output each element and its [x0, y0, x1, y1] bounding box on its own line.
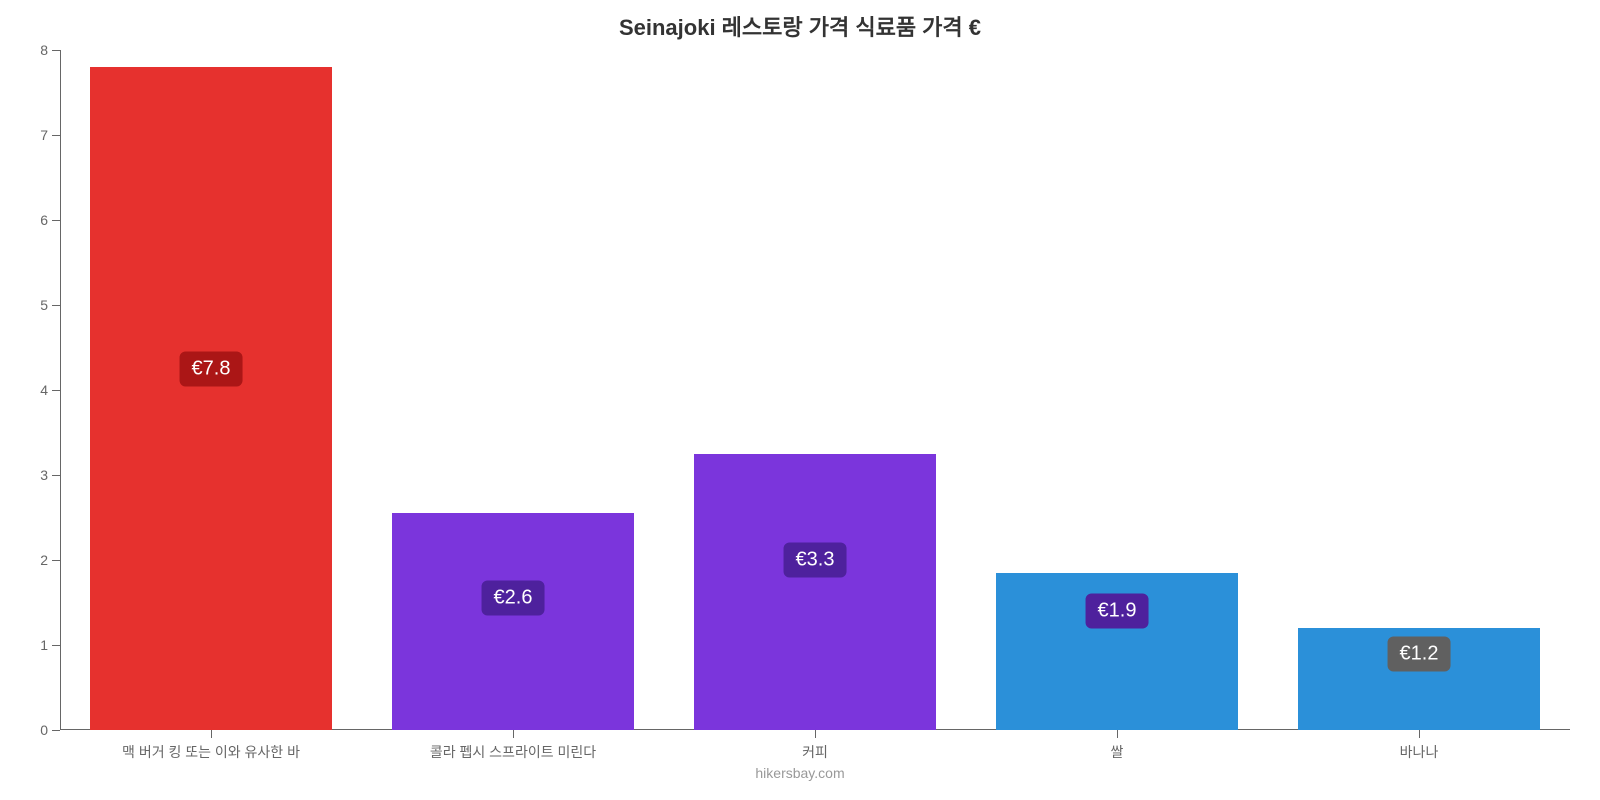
source-label: hikersbay.com [0, 765, 1600, 781]
x-tick [815, 730, 816, 738]
value-label: €1.9 [1086, 594, 1149, 629]
x-tick [1419, 730, 1420, 738]
y-tick-label: 1 [40, 637, 48, 653]
y-tick-label: 2 [40, 552, 48, 568]
y-axis [60, 50, 61, 730]
y-tick-label: 5 [40, 297, 48, 313]
value-label: €7.8 [180, 351, 243, 386]
y-tick-label: 4 [40, 382, 48, 398]
y-tick [52, 135, 60, 136]
y-tick [52, 730, 60, 731]
value-label: €1.2 [1388, 636, 1451, 671]
price-chart: Seinajoki 레스토랑 가격 식료품 가격 € 012345678맥 버거… [0, 0, 1600, 800]
y-tick-label: 3 [40, 467, 48, 483]
chart-title: Seinajoki 레스토랑 가격 식료품 가격 € [0, 10, 1600, 42]
x-tick [1117, 730, 1118, 738]
x-tick [211, 730, 212, 738]
bar [90, 67, 332, 730]
bar [694, 454, 936, 730]
x-tick-label: 커피 [802, 742, 828, 762]
y-tick-label: 7 [40, 127, 48, 143]
y-tick [52, 50, 60, 51]
plot-area: 012345678맥 버거 킹 또는 이와 유사한 바€7.8콜라 펩시 스프라… [60, 50, 1570, 730]
x-tick-label: 콜라 펩시 스프라이트 미린다 [430, 742, 596, 762]
y-tick [52, 390, 60, 391]
y-tick-label: 0 [40, 722, 48, 738]
y-tick [52, 475, 60, 476]
value-label: €3.3 [784, 543, 847, 578]
x-tick-label: 바나나 [1400, 742, 1439, 762]
y-tick [52, 560, 60, 561]
y-tick [52, 305, 60, 306]
x-tick [513, 730, 514, 738]
x-tick-label: 맥 버거 킹 또는 이와 유사한 바 [122, 742, 300, 762]
x-tick-label: 쌀 [1111, 742, 1124, 762]
value-label: €2.6 [482, 581, 545, 616]
y-tick [52, 220, 60, 221]
y-tick [52, 645, 60, 646]
y-tick-label: 6 [40, 212, 48, 228]
bar [392, 513, 634, 730]
y-tick-label: 8 [40, 42, 48, 58]
